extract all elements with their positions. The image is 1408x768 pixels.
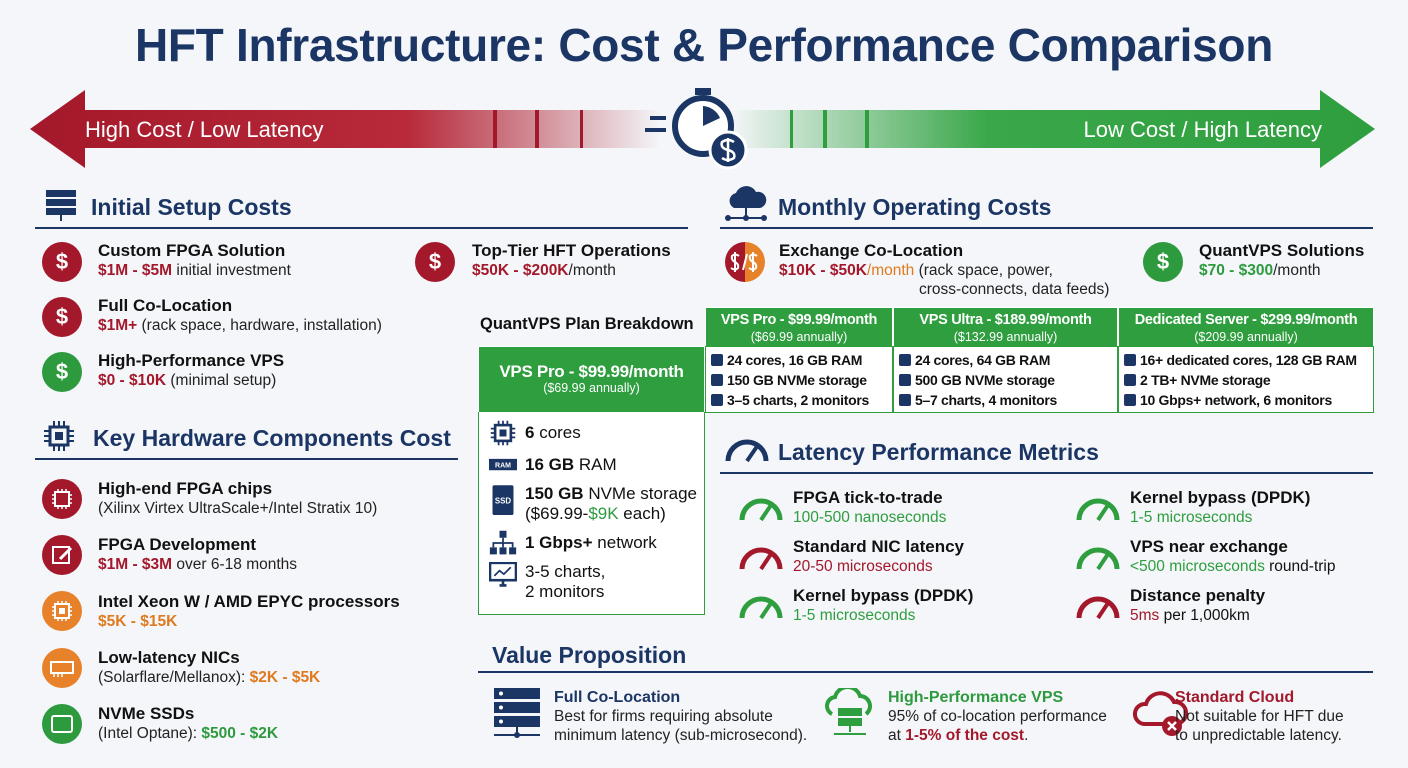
storage-icon [711, 374, 723, 386]
plan-header-dedicated: Dedicated Server - $299.99/month ($209.99… [1118, 307, 1374, 347]
storage-icon [899, 374, 911, 386]
processor-icon [42, 591, 82, 631]
server-rack-icon [46, 190, 76, 221]
value-colocation: Full Co-Location Best for firms requiring… [554, 689, 808, 744]
setup-heading: Initial Setup Costs [91, 194, 292, 220]
latency-metric: Standard NIC latency 20-50 microseconds [793, 537, 964, 575]
dollar-icon: $ [415, 242, 455, 282]
value-vps: High-Performance VPS 95% of co-location p… [888, 689, 1107, 744]
cpu-icon [490, 420, 516, 446]
cloud-error-icon [1133, 691, 1188, 736]
server-icon [494, 688, 540, 738]
cost-latency-arrow [30, 88, 1375, 170]
speedometer-icon [725, 439, 769, 463]
divider [35, 458, 458, 460]
plan-cell-pro: 24 cores, 16 GB RAM 150 GB NVMe storage 3–… [705, 346, 893, 413]
divider [35, 227, 688, 229]
fpga-chip-icon [42, 479, 82, 519]
cpu-icon [1124, 354, 1136, 366]
plan-cell-ultra: 24 cores, 64 GB RAM 500 GB NVMe storage 5–… [893, 346, 1118, 413]
banner-left-label: High Cost / Low Latency [85, 117, 324, 142]
plan-breakdown-label: QuantVPS Plan Breakdown [480, 315, 694, 333]
divider [478, 671, 1373, 673]
hw-item-nics: Low-latency NICs (Solarflare/Mellanox): $… [98, 648, 321, 686]
setup-item-colocation: Full Co-Location $1M+ (rack space, hardwa… [98, 296, 382, 334]
storage-icon [1124, 374, 1136, 386]
gauge-icon [1076, 498, 1120, 522]
hardware-heading: Key Hardware Components Cost [93, 425, 451, 451]
monitor-icon [899, 394, 911, 406]
monthly-heading: Monthly Operating Costs [778, 194, 1052, 220]
dollar-icon: $ [42, 297, 82, 337]
gauge-icon [739, 498, 783, 522]
dollar-icon: $ [42, 352, 82, 392]
gauge-icon [1076, 547, 1120, 571]
hw-item-fpga-chips: High-end FPGA chips (Xilinx Virtex UltraS… [98, 479, 378, 517]
latency-metric: VPS near exchange <500 microseconds round… [1130, 537, 1336, 575]
dollar-icon: $ [42, 242, 82, 282]
dollar-icon: $ [1143, 242, 1183, 282]
ssd-icon: SSD [492, 485, 514, 515]
gauge-icon [739, 596, 783, 620]
latency-metric: Kernel bypass (DPDK) 1-5 microseconds [793, 586, 974, 624]
svg-text:RAM: RAM [495, 463, 511, 470]
setup-item-fpga: Custom FPGA Solution $1M - $5M initial in… [98, 241, 291, 279]
cloud-server-icon [825, 688, 872, 735]
latency-heading: Latency Performance Metrics [778, 439, 1099, 465]
ssd-icon [42, 704, 82, 744]
ram-icon: RAM [489, 458, 517, 471]
exchange-colocation: Exchange Co-Location $10K - $50K/month (r… [779, 241, 1110, 298]
banner-right-label: Low Cost / High Latency [1083, 117, 1322, 142]
plan-header-pro: VPS Pro - $99.99/month ($69.99 annually) [705, 307, 893, 347]
gauge-icon [739, 547, 783, 571]
svg-text:SSD: SSD [495, 497, 511, 506]
network-icon [1124, 394, 1136, 406]
latency-metric: FPGA tick-to-trade 100-500 nanoseconds [793, 488, 947, 526]
divider [720, 227, 1373, 229]
chip-icon [44, 421, 74, 451]
value-heading: Value Proposition [492, 642, 687, 668]
featured-plan-header: VPS Pro - $99.99/month ($69.99 annually) [478, 346, 705, 413]
gauge-icon [1076, 596, 1120, 620]
hw-item-processors: Intel Xeon W / AMD EPYC processors $5K - … [98, 592, 400, 630]
cpu-icon [899, 354, 911, 366]
quantvps-solutions: QuantVPS Solutions $70 - $300/month [1199, 241, 1365, 279]
monitor-chart-icon [489, 562, 517, 587]
top-tier-hft: Top-Tier HFT Operations $50K - $200K/mont… [472, 241, 671, 279]
stopwatch-dollar-icon [645, 88, 748, 170]
hw-item-ssds: NVMe SSDs (Intel Optane): $500 - $2K [98, 704, 279, 742]
nic-card-icon [42, 648, 82, 688]
value-cloud: Standard Cloud Not suitable for HFT due to… [1175, 689, 1344, 744]
plan-header-ultra: VPS Ultra - $189.99/month ($132.99 annual… [893, 307, 1118, 347]
page-title: HFT Infrastructure: Cost & Performance C… [134, 19, 1274, 71]
plan-cell-dedicated: 16+ dedicated cores, 128 GB RAM 2 TB+ NVM… [1118, 346, 1374, 413]
monitor-icon [711, 394, 723, 406]
network-icon [489, 530, 517, 555]
cloud-network-icon [725, 186, 767, 221]
latency-metric: Distance penalty 5ms per 1,000km [1130, 586, 1266, 624]
featured-plan-specs: 6 cores RAM 16 GB RAM SSD 150 GB NVMe stor… [478, 412, 705, 615]
setup-item-vps: High-Performance VPS $0 - $10K (minimal s… [98, 351, 285, 389]
divider [720, 472, 1373, 474]
cpu-icon [711, 354, 723, 366]
split-dollar-icon [725, 242, 765, 282]
development-icon [42, 535, 82, 575]
latency-metric: Kernel bypass (DPDK) 1-5 microseconds [1130, 488, 1311, 526]
hw-item-fpga-dev: FPGA Development $1M - $3M over 6-18 mont… [98, 535, 298, 573]
